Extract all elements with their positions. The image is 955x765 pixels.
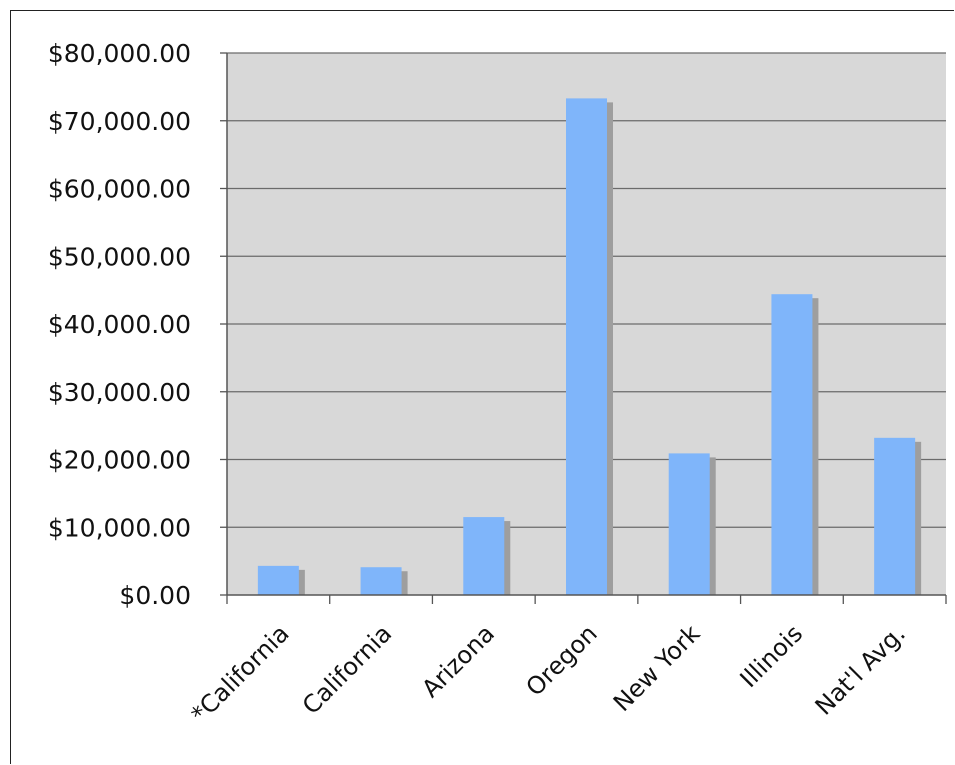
y-tick-label: $50,000.00 xyxy=(48,242,191,271)
axes xyxy=(220,52,947,604)
bar xyxy=(360,567,402,595)
y-tick-label: $70,000.00 xyxy=(48,107,191,136)
bar xyxy=(771,294,813,595)
bar xyxy=(257,565,299,595)
bar xyxy=(668,453,710,595)
x-category-label: Oregon xyxy=(521,619,603,701)
chart-frame xyxy=(10,10,954,764)
x-category-label: *California xyxy=(186,619,295,728)
x-axis-category-labels: *California California Arizona Oregon New Yo… xyxy=(186,619,911,728)
y-tick-label: $10,000.00 xyxy=(48,513,191,542)
y-tick-label: $30,000.00 xyxy=(48,378,191,407)
bar xyxy=(874,437,916,595)
bars xyxy=(257,98,922,595)
y-tick-label: $20,000.00 xyxy=(48,446,191,475)
bar xyxy=(566,98,607,595)
y-tick-label: $0.00 xyxy=(119,581,191,610)
y-axis-tick-labels: $0.00 $10,000.00 $20,000.00 $30,000.00 $40,0… xyxy=(48,39,191,610)
y-tick-label: $60,000.00 xyxy=(48,175,191,204)
x-category-label: Arizona xyxy=(416,619,500,703)
y-tick-label: $80,000.00 xyxy=(48,39,191,68)
x-category-label: California xyxy=(297,619,397,719)
bar xyxy=(463,517,505,595)
x-category-label: Illinois xyxy=(735,619,809,693)
x-category-label: New York xyxy=(608,619,706,717)
y-tick-label: $40,000.00 xyxy=(48,310,191,339)
x-category-label: Nat'l Avg. xyxy=(810,619,911,720)
